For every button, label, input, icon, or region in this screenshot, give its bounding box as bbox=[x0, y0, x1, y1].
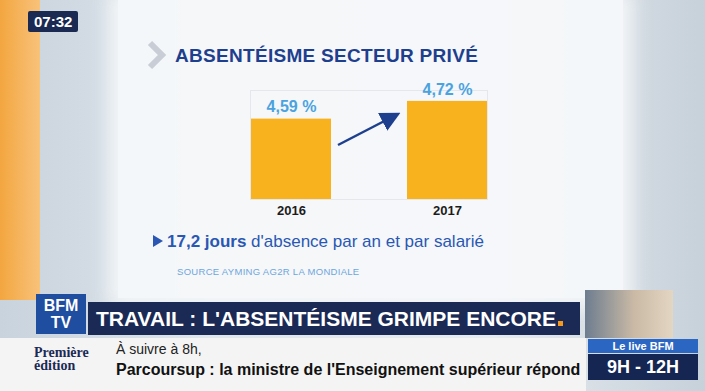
html-text:9H - 12H: 9H - 12H bbox=[607, 357, 679, 377]
html-text:07:32: 07:32 bbox=[34, 13, 73, 30]
html-text:Le live BFM: Le live BFM bbox=[612, 340, 674, 352]
html-text:17,2 jours d'absence par an et: 17,2 jours d'absence par an et par salar… bbox=[167, 232, 484, 251]
html-text:Parcoursup : la ministre de l': Parcoursup : la ministre de l'Enseigneme… bbox=[116, 361, 581, 378]
html-text:SOURCE AYMING AG2R LA MONDIALE: SOURCE AYMING AG2R LA MONDIALE bbox=[177, 266, 360, 277]
svg-text:2017: 2017 bbox=[433, 203, 462, 218]
svg-text:4,72 %: 4,72 % bbox=[423, 81, 473, 98]
html-text:TRAVAIL : L'ABSENTÉISME GRIMPE: TRAVAIL : L'ABSENTÉISME GRIMPE ENCORE bbox=[96, 307, 556, 330]
html-text:TV: TV bbox=[50, 314, 72, 331]
html-text:BFM: BFM bbox=[43, 297, 79, 314]
html-text:Première: Première bbox=[34, 345, 89, 360]
svg-text:2016: 2016 bbox=[277, 203, 306, 218]
svg-text:4,59 %: 4,59 % bbox=[267, 98, 317, 115]
html-text:À suivre à 8h,: À suivre à 8h, bbox=[116, 341, 202, 357]
html-text:ABSENTÉISME SECTEUR PRIVÉ: ABSENTÉISME SECTEUR PRIVÉ bbox=[175, 45, 479, 66]
html-text:édition: édition bbox=[34, 358, 76, 373]
